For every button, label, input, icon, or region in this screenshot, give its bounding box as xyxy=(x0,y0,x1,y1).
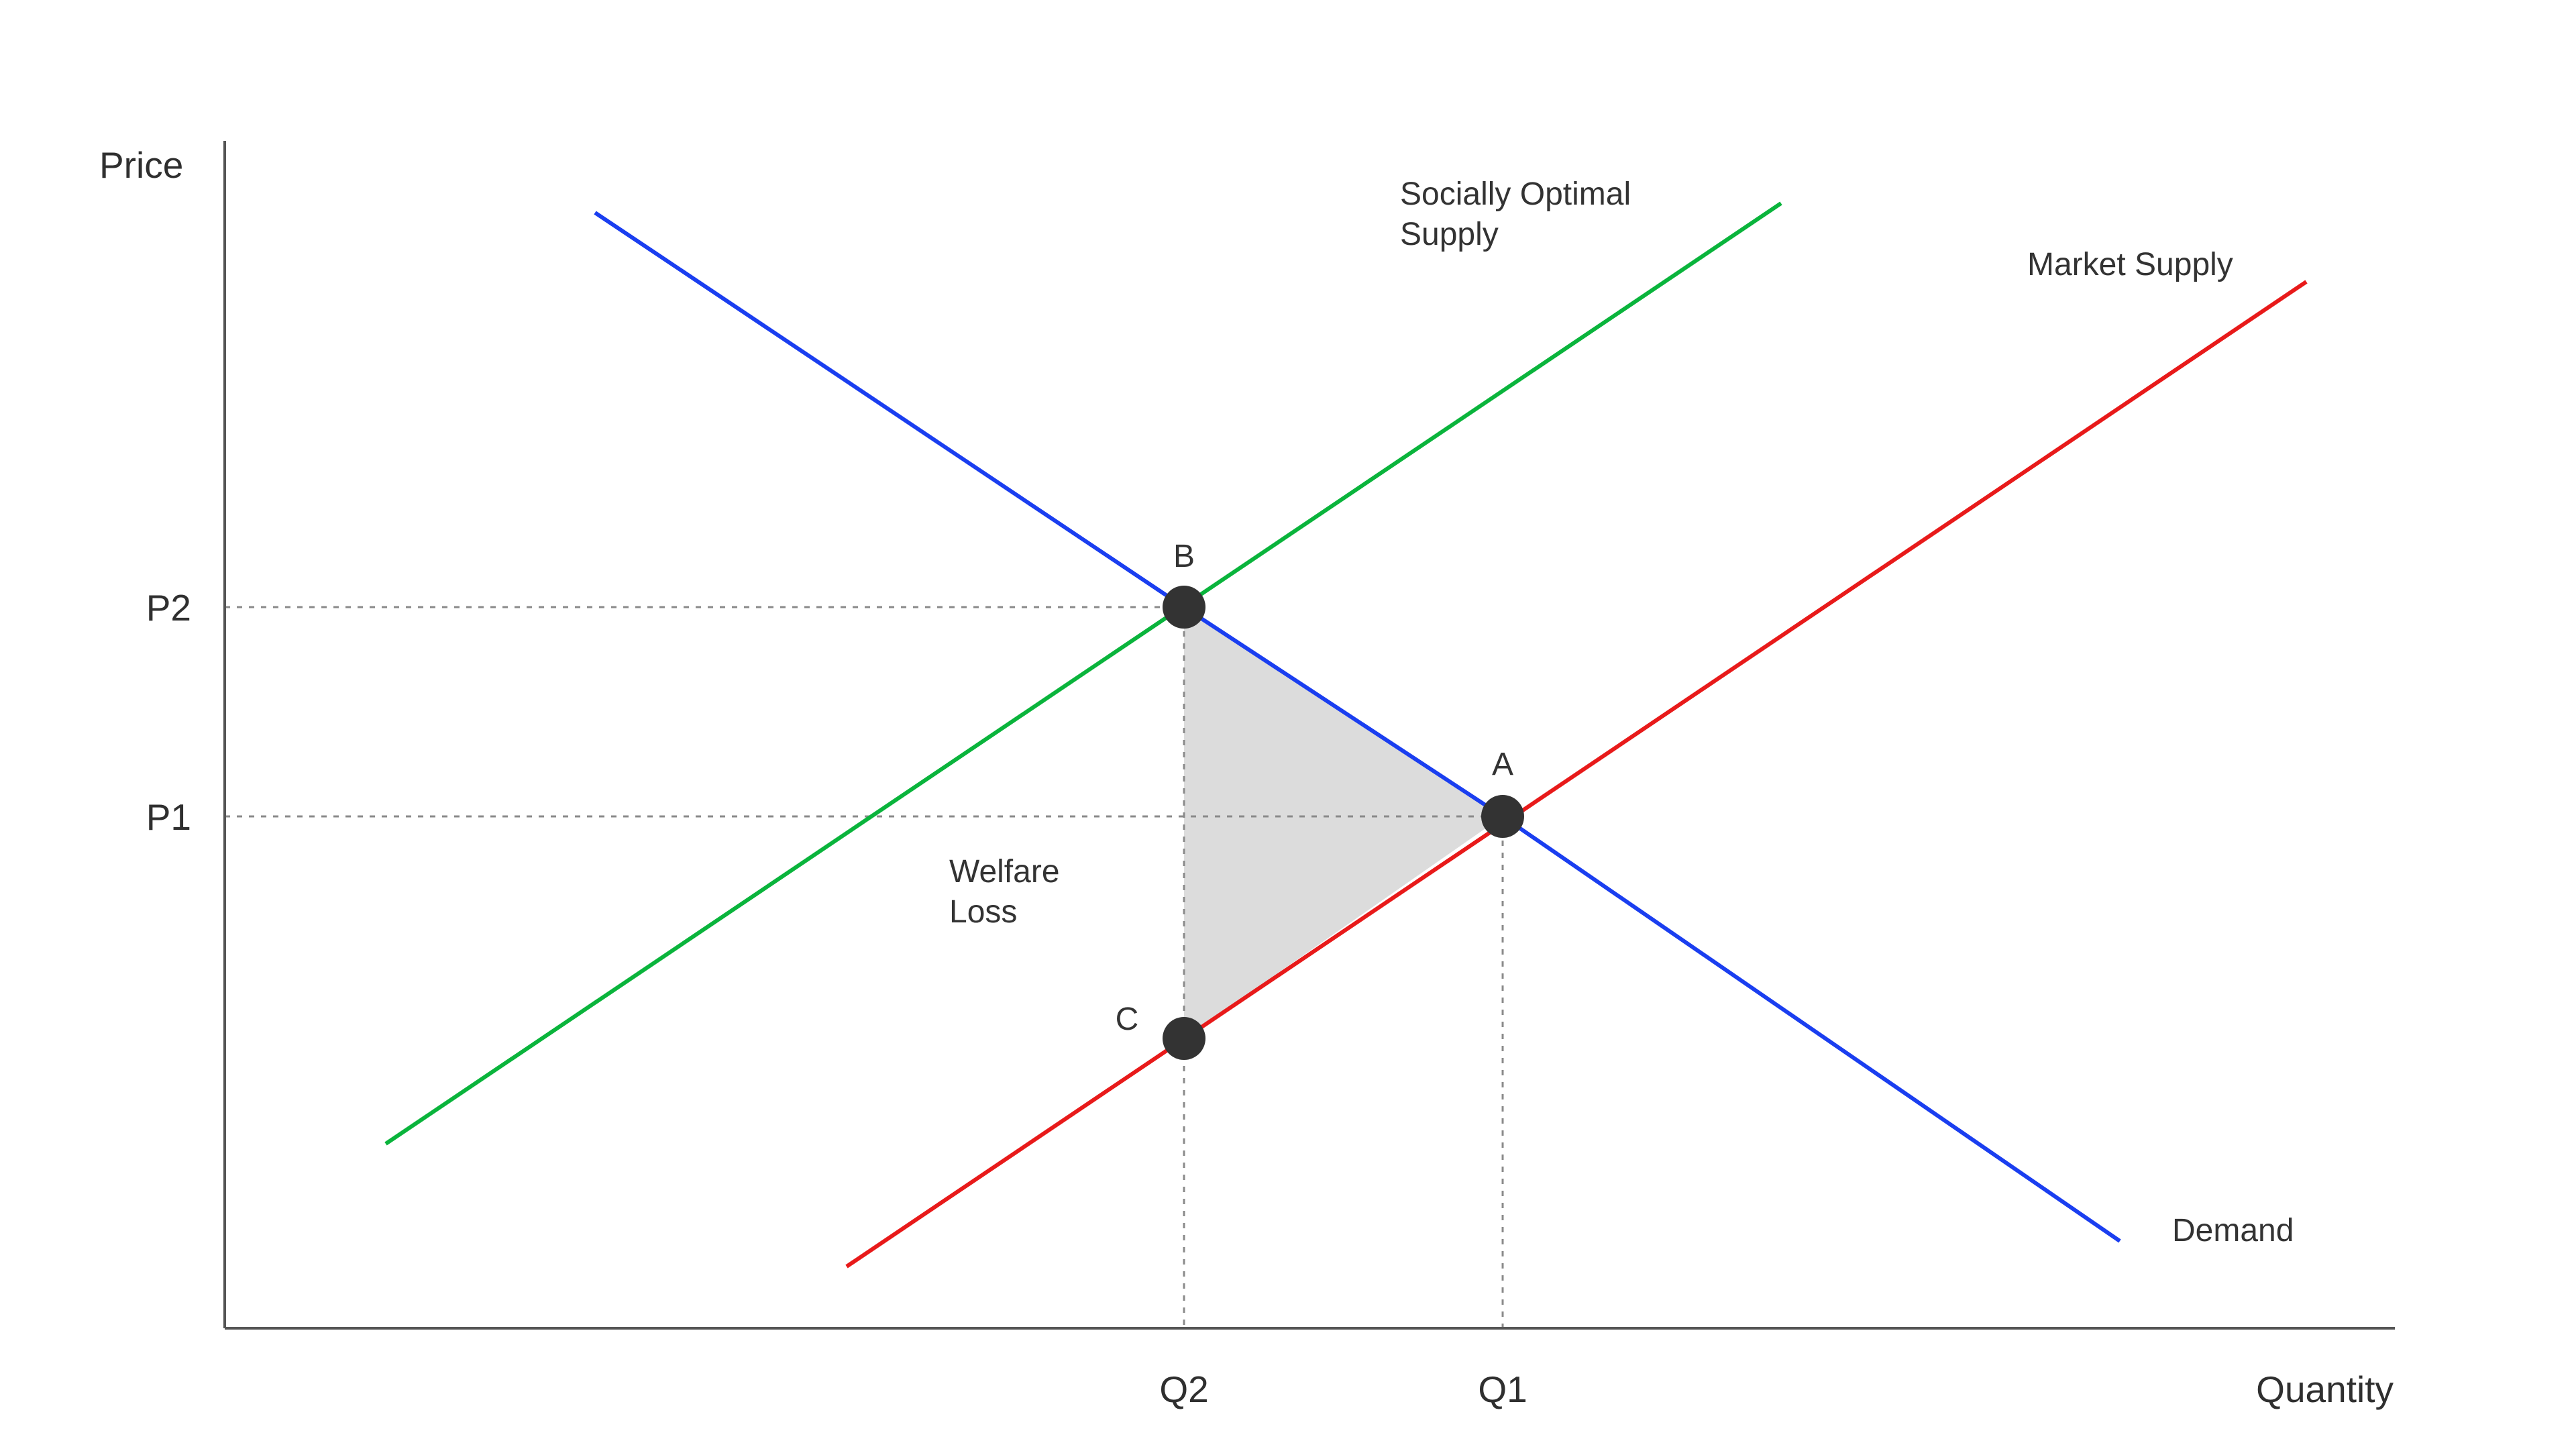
point-b-label: B xyxy=(1173,539,1195,574)
y-tick-p1: P1 xyxy=(146,796,191,838)
market-supply-label: Market Supply xyxy=(2027,247,2233,282)
point-c-label: C xyxy=(1116,1002,1139,1037)
welfare-loss-label-line1: Welfare xyxy=(949,854,1060,890)
point-b xyxy=(1163,586,1205,629)
market-supply-curve xyxy=(845,280,2308,1269)
socially-optimal-supply-label-line2: Supply xyxy=(1400,217,1499,252)
demand-curve-upper xyxy=(594,211,1185,609)
point-c xyxy=(1163,1017,1205,1060)
socially-optimal-supply-curve xyxy=(384,201,1782,1146)
x-tick-q1: Q1 xyxy=(1478,1368,1527,1410)
socially-optimal-supply-label-line1: Socially Optimal xyxy=(1400,176,1631,212)
x-tick-q2: Q2 xyxy=(1159,1368,1208,1410)
y-tick-p2: P2 xyxy=(146,587,191,629)
demand-curve-middle xyxy=(1183,605,1504,818)
y-axis-title: Price xyxy=(99,144,183,186)
demand-label: Demand xyxy=(2172,1213,2294,1248)
welfare-loss-label-line2: Loss xyxy=(949,894,1017,930)
point-a-label: A xyxy=(1492,747,1513,782)
point-a xyxy=(1481,795,1524,838)
x-axis-title: Quantity xyxy=(2256,1368,2394,1410)
welfare-loss-area xyxy=(1184,607,1503,1038)
demand-curve-lower xyxy=(1501,814,2121,1243)
